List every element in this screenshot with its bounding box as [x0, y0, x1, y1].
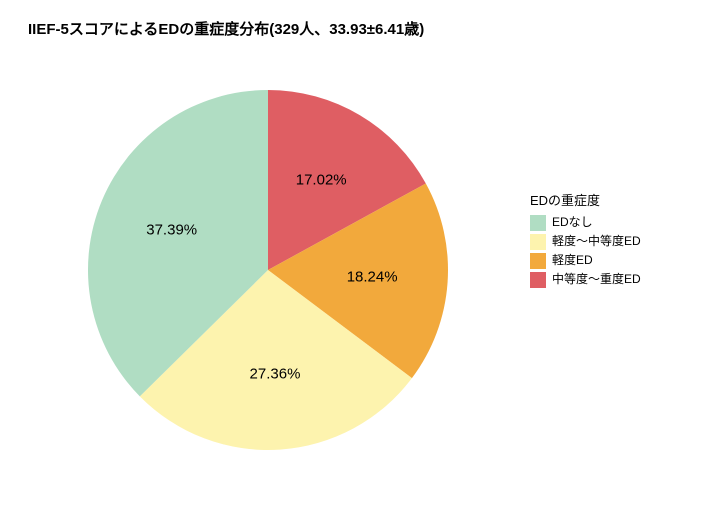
- legend-swatch: [530, 253, 546, 269]
- legend-swatch: [530, 215, 546, 231]
- legend-label: EDなし: [552, 215, 593, 231]
- slice-label: 37.39%: [146, 221, 197, 238]
- chart-container: IIEF-5スコアによるEDの重症度分布(329人、33.93±6.41歳) E…: [0, 0, 725, 513]
- legend-item: EDなし: [530, 215, 641, 231]
- legend-item: 軽度ED: [530, 253, 641, 269]
- slice-label: 18.24%: [347, 269, 398, 286]
- legend-label: 軽度ED: [552, 253, 593, 269]
- legend-item: 軽度～中等度ED: [530, 234, 641, 250]
- legend-title: EDの重症度: [530, 190, 641, 209]
- chart-title: IIEF-5スコアによるEDの重症度分布(329人、33.93±6.41歳): [28, 18, 424, 39]
- slice-label: 27.36%: [250, 366, 301, 383]
- legend-label: 軽度～中等度ED: [552, 234, 641, 250]
- legend: EDの重症度 EDなし軽度～中等度ED 軽度ED 中等度～重度ED: [530, 190, 641, 291]
- legend-swatch: [530, 234, 546, 250]
- slice-label: 17.02%: [296, 172, 347, 189]
- legend-label: 中等度～重度ED: [552, 272, 641, 288]
- legend-swatch: [530, 272, 546, 288]
- legend-item: 中等度～重度ED: [530, 272, 641, 288]
